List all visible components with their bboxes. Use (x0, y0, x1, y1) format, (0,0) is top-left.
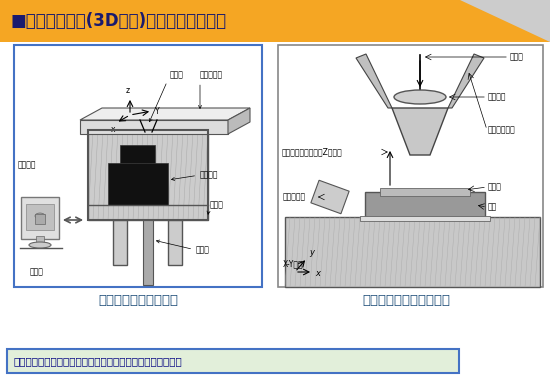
Bar (0, 42, 550, 376)
Text: 升降台: 升降台 (156, 240, 210, 255)
FancyBboxPatch shape (7, 349, 459, 373)
Text: 激光熔覆快速成形原理图: 激光熔覆快速成形原理图 (362, 294, 450, 306)
Text: 激光透镜和送粉嘴的Z轴定位: 激光透镜和送粉嘴的Z轴定位 (282, 147, 343, 156)
Ellipse shape (35, 213, 45, 219)
Text: 激光扫描器: 激光扫描器 (199, 71, 223, 108)
FancyBboxPatch shape (21, 197, 59, 239)
Polygon shape (448, 54, 484, 108)
Text: 高温温度计: 高温温度计 (283, 193, 306, 202)
Text: 熔覆层: 熔覆层 (488, 182, 502, 191)
Text: 粉末材料: 粉末材料 (18, 161, 36, 170)
Text: 成型零件: 成型零件 (172, 170, 218, 180)
Text: x: x (315, 270, 320, 279)
Polygon shape (228, 108, 250, 134)
Polygon shape (311, 180, 349, 214)
Polygon shape (460, 0, 550, 42)
Polygon shape (356, 54, 392, 108)
Text: 激光束: 激光束 (510, 53, 524, 62)
Bar (36, 236, 44, 244)
Text: x: x (111, 125, 116, 134)
Text: y: y (309, 248, 314, 257)
Bar (278, 45, 543, 287)
Bar (80, 120, 228, 134)
Ellipse shape (394, 90, 446, 104)
Bar (35, 214, 45, 224)
Bar (365, 192, 485, 217)
Text: 工作台: 工作台 (207, 200, 224, 214)
Ellipse shape (29, 242, 51, 248)
Bar (285, 217, 540, 287)
Text: 基材: 基材 (488, 203, 497, 211)
Bar (0, 0, 550, 42)
Text: 激光束: 激光束 (149, 71, 184, 122)
Polygon shape (392, 108, 448, 155)
Text: 计算机: 计算机 (30, 267, 44, 276)
Polygon shape (80, 108, 250, 120)
Bar (360, 216, 490, 221)
Text: 高度柔性的激光快速成形技术非常适合飞机复杂结构件制造。: 高度柔性的激光快速成形技术非常适合飞机复杂结构件制造。 (14, 356, 183, 366)
Text: Y: Y (155, 106, 160, 115)
Text: 激光选区烧结成形原理: 激光选区烧结成形原理 (98, 294, 178, 306)
Bar (113, 220, 127, 265)
Text: 侧向送粉喷嘴: 侧向送粉喷嘴 (488, 126, 516, 135)
Bar (14, 45, 262, 287)
Bar (143, 220, 153, 285)
Bar (108, 163, 168, 205)
Bar (168, 220, 182, 265)
Text: 聚焦透镜: 聚焦透镜 (488, 92, 507, 102)
Bar (380, 188, 470, 196)
Text: X-Y定位: X-Y定位 (283, 259, 304, 268)
Bar (88, 130, 208, 220)
Bar (120, 145, 155, 163)
Bar (26, 204, 54, 230)
Text: ■激光快速成形(3D打印)技术与航空制造业: ■激光快速成形(3D打印)技术与航空制造业 (10, 12, 226, 30)
Text: z: z (126, 86, 130, 95)
Bar (88, 130, 208, 220)
